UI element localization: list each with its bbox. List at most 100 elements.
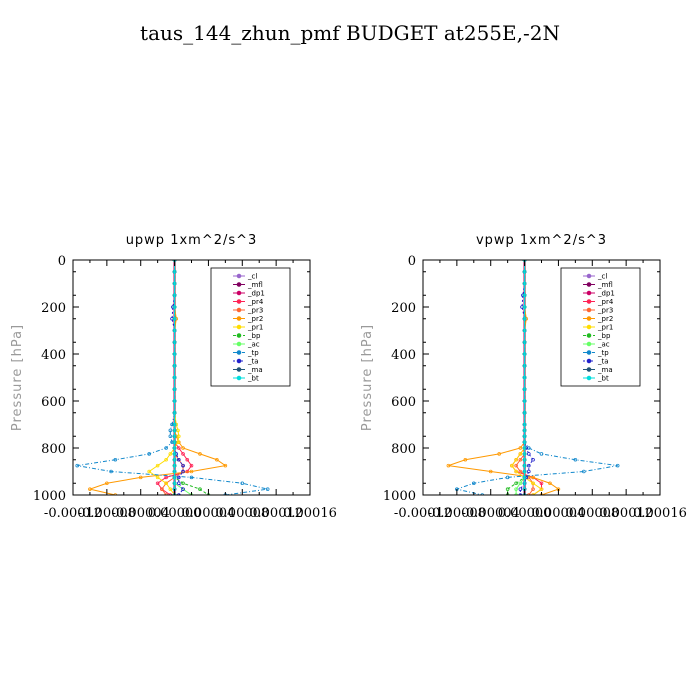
series-point-pr3: [518, 457, 523, 462]
x-tick-label: 0.00004: [182, 506, 236, 521]
y-tick-label: 1000: [33, 489, 66, 504]
series-point-bt: [522, 375, 527, 380]
legend-entry: _dp1: [597, 290, 615, 298]
y-axis-label: Pressure [hPa]: [10, 324, 25, 431]
series-point-pr1: [518, 452, 523, 456]
legend-entry: _pr1: [597, 324, 613, 332]
legend-swatch-marker: [236, 324, 242, 330]
legend-swatch-marker: [236, 375, 242, 381]
series-point-bt: [172, 316, 177, 321]
legend-entry: _ac: [597, 341, 610, 349]
upwp-panel: upwp 1xm^2/s^3 Pressure [hPa] 0 200 400 600 80…: [10, 233, 337, 521]
x-tick-label: 0.00016: [633, 506, 687, 521]
series-point-bt: [522, 387, 527, 392]
series-point-ta: [531, 457, 535, 462]
series-point-pr1: [531, 481, 535, 486]
legend-entry: _mfl: [247, 281, 263, 289]
series-point-ta: [177, 481, 181, 486]
legend-entry: _ma: [597, 366, 613, 374]
series-point-pr2: [88, 487, 92, 491]
series-point-pr2: [105, 481, 109, 486]
series-point-tp: [505, 475, 510, 480]
legend-box: [560, 267, 641, 387]
series-point-ac: [514, 493, 518, 495]
series-point-bt: [172, 340, 177, 345]
series-point-bt: [522, 363, 527, 368]
series-point-pr2: [497, 452, 501, 456]
series-point-pr4: [181, 452, 185, 456]
series-point-pr1: [164, 457, 168, 462]
series-point-pr2: [138, 475, 143, 480]
series-point-tp: [615, 463, 620, 468]
series-point-pr3: [164, 493, 168, 495]
legend-entry: _cl: [247, 273, 257, 281]
legend-swatch-marker: [236, 367, 242, 372]
x-tick-label: -0.00008: [428, 506, 486, 521]
legend-entry: _ma: [247, 366, 263, 374]
series-point-tp: [471, 481, 476, 486]
series-point-bt: [172, 481, 177, 486]
y-tick-label: 200: [391, 301, 416, 316]
legend-entry: _pr3: [597, 307, 613, 315]
legend-entry: _bt: [597, 375, 609, 383]
legend-swatch-marker: [586, 316, 592, 321]
series-point-tp: [189, 475, 194, 480]
series-point-bt: [172, 434, 177, 439]
series-point-bt: [172, 399, 177, 403]
x-tick-label: 0.00008: [215, 506, 269, 521]
series-point-bp: [198, 487, 202, 491]
series-point-bt: [172, 452, 177, 456]
series-point-bt: [172, 375, 177, 380]
series-point-ta: [177, 457, 181, 462]
series-point-bt: [522, 440, 527, 444]
series-point-bt: [522, 316, 527, 321]
series-point-pr2: [446, 463, 451, 468]
series-point-bt: [522, 269, 527, 274]
series-line-tp: [455, 260, 618, 495]
series-point-bt: [522, 352, 527, 356]
series-point-bt: [172, 463, 177, 468]
series-point-pr4: [155, 481, 160, 486]
series-point-ta: [518, 493, 523, 495]
series-point-pr4: [177, 446, 181, 450]
series-point-bt: [172, 352, 177, 356]
x-tick-label: -0.00012: [44, 506, 102, 521]
series-point-bt: [522, 446, 527, 450]
legend-swatch-marker: [586, 367, 592, 372]
legend-swatch-marker: [236, 341, 242, 347]
series-point-pr2: [518, 446, 523, 450]
series-point-tp: [168, 434, 173, 439]
series-point-bp: [505, 487, 510, 491]
y-tick-label: 0: [408, 254, 416, 269]
series-point-bp: [514, 481, 518, 486]
series-point-bt: [172, 469, 177, 474]
legend-entry: _bp: [247, 332, 261, 340]
legend-swatch-marker: [236, 299, 242, 304]
series-point-pr4: [168, 493, 173, 495]
legend-swatch-marker: [586, 333, 592, 338]
legend-swatch-marker: [236, 358, 242, 364]
series-point-tp: [75, 463, 80, 468]
series-point-pr4: [185, 457, 190, 462]
series-point-pr2: [531, 475, 535, 480]
series-point-pr3: [518, 469, 523, 474]
legend-entry: _ta: [597, 358, 609, 366]
series-point-pr1: [168, 452, 173, 456]
series-point-pr1: [514, 469, 518, 474]
y-axis-label: Pressure [hPa]: [360, 324, 375, 431]
series-point-bt: [522, 469, 527, 474]
legend-entry: _mfl: [597, 281, 613, 289]
series-point-pr2: [198, 452, 202, 456]
legend-swatch-marker: [586, 307, 592, 313]
series-point-bt: [522, 328, 527, 333]
series-point-pr1: [164, 481, 168, 486]
series-point-pr1: [168, 487, 173, 491]
legend-swatch-marker: [236, 290, 242, 296]
legend-swatch-marker: [586, 273, 592, 279]
legend-swatch-marker: [236, 350, 242, 355]
series-point-bt: [522, 481, 527, 486]
series-point-bt: [172, 422, 177, 427]
legend-entry: _cl: [597, 273, 607, 281]
legend-swatch-marker: [236, 307, 242, 313]
